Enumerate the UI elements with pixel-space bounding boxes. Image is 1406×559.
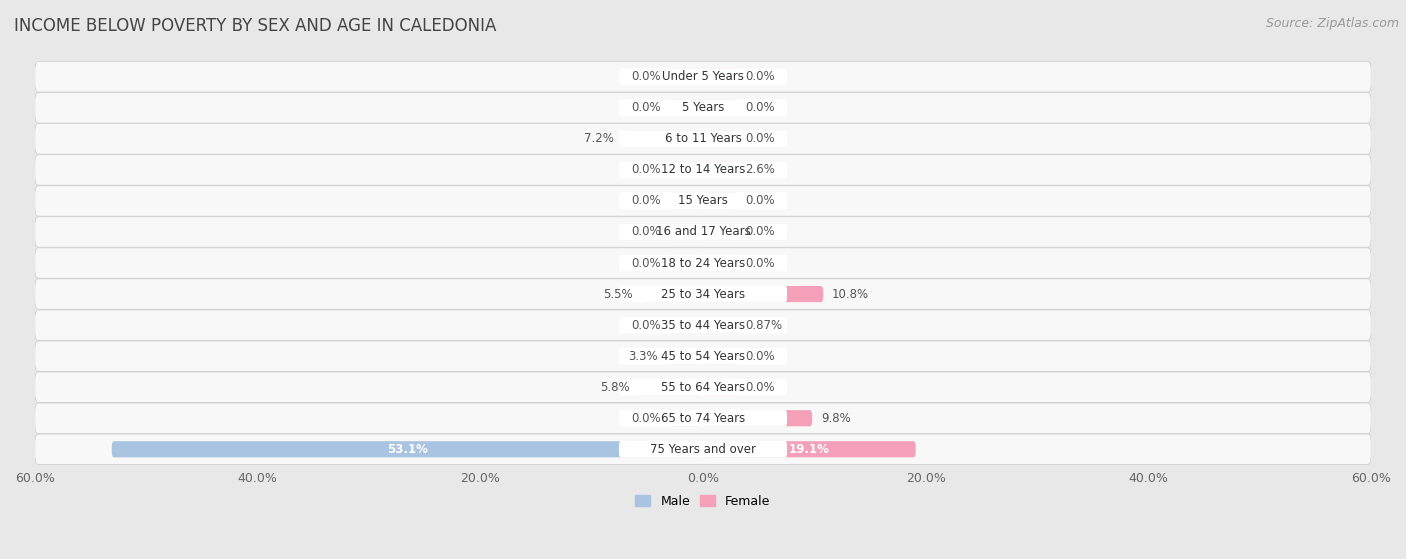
- Text: 65 to 74 Years: 65 to 74 Years: [661, 412, 745, 425]
- FancyBboxPatch shape: [35, 155, 1371, 185]
- FancyBboxPatch shape: [35, 217, 1371, 247]
- Text: 2.6%: 2.6%: [745, 163, 775, 177]
- Text: 0.0%: 0.0%: [631, 319, 661, 331]
- FancyBboxPatch shape: [35, 279, 1371, 309]
- Text: 10.8%: 10.8%: [832, 287, 869, 301]
- FancyBboxPatch shape: [703, 193, 737, 209]
- FancyBboxPatch shape: [619, 317, 787, 334]
- FancyBboxPatch shape: [619, 286, 787, 302]
- Text: 35 to 44 Years: 35 to 44 Years: [661, 319, 745, 331]
- FancyBboxPatch shape: [703, 317, 737, 333]
- Text: 16 and 17 Years: 16 and 17 Years: [655, 225, 751, 239]
- FancyBboxPatch shape: [35, 61, 1371, 92]
- Text: INCOME BELOW POVERTY BY SEX AND AGE IN CALEDONIA: INCOME BELOW POVERTY BY SEX AND AGE IN C…: [14, 17, 496, 35]
- FancyBboxPatch shape: [623, 131, 703, 147]
- FancyBboxPatch shape: [703, 379, 737, 395]
- Text: 6 to 11 Years: 6 to 11 Years: [665, 132, 741, 145]
- Text: 0.0%: 0.0%: [745, 349, 775, 363]
- FancyBboxPatch shape: [619, 224, 787, 240]
- FancyBboxPatch shape: [703, 100, 737, 116]
- Text: 5.8%: 5.8%: [600, 381, 630, 394]
- Text: 5 Years: 5 Years: [682, 101, 724, 115]
- FancyBboxPatch shape: [619, 100, 787, 116]
- FancyBboxPatch shape: [35, 93, 1371, 123]
- FancyBboxPatch shape: [703, 286, 824, 302]
- Text: 0.87%: 0.87%: [745, 319, 782, 331]
- FancyBboxPatch shape: [703, 410, 813, 427]
- FancyBboxPatch shape: [703, 441, 915, 457]
- Text: 0.0%: 0.0%: [631, 101, 661, 115]
- Text: 18 to 24 Years: 18 to 24 Years: [661, 257, 745, 269]
- FancyBboxPatch shape: [669, 317, 703, 333]
- Text: 15 Years: 15 Years: [678, 195, 728, 207]
- FancyBboxPatch shape: [669, 162, 703, 178]
- FancyBboxPatch shape: [638, 379, 703, 395]
- Text: 0.0%: 0.0%: [631, 257, 661, 269]
- FancyBboxPatch shape: [669, 410, 703, 427]
- Text: 0.0%: 0.0%: [745, 257, 775, 269]
- FancyBboxPatch shape: [669, 224, 703, 240]
- FancyBboxPatch shape: [619, 68, 787, 85]
- Text: 0.0%: 0.0%: [631, 412, 661, 425]
- FancyBboxPatch shape: [703, 69, 737, 85]
- Text: 19.1%: 19.1%: [789, 443, 830, 456]
- FancyBboxPatch shape: [669, 193, 703, 209]
- FancyBboxPatch shape: [35, 310, 1371, 340]
- FancyBboxPatch shape: [35, 186, 1371, 216]
- FancyBboxPatch shape: [111, 441, 703, 457]
- Text: 25 to 34 Years: 25 to 34 Years: [661, 287, 745, 301]
- FancyBboxPatch shape: [669, 100, 703, 116]
- FancyBboxPatch shape: [666, 348, 703, 364]
- Text: 0.0%: 0.0%: [745, 381, 775, 394]
- Text: 0.0%: 0.0%: [745, 101, 775, 115]
- Text: 45 to 54 Years: 45 to 54 Years: [661, 349, 745, 363]
- Text: 0.0%: 0.0%: [745, 70, 775, 83]
- Text: 55 to 64 Years: 55 to 64 Years: [661, 381, 745, 394]
- FancyBboxPatch shape: [35, 434, 1371, 465]
- Text: 0.0%: 0.0%: [745, 195, 775, 207]
- FancyBboxPatch shape: [619, 379, 787, 396]
- FancyBboxPatch shape: [703, 131, 737, 147]
- FancyBboxPatch shape: [619, 441, 787, 458]
- Text: 3.3%: 3.3%: [627, 349, 658, 363]
- Text: 5.5%: 5.5%: [603, 287, 633, 301]
- FancyBboxPatch shape: [35, 403, 1371, 433]
- FancyBboxPatch shape: [619, 255, 787, 272]
- FancyBboxPatch shape: [703, 224, 737, 240]
- FancyBboxPatch shape: [619, 192, 787, 209]
- FancyBboxPatch shape: [619, 130, 787, 147]
- Text: 0.0%: 0.0%: [631, 70, 661, 83]
- Text: 75 Years and over: 75 Years and over: [650, 443, 756, 456]
- Text: 53.1%: 53.1%: [387, 443, 427, 456]
- FancyBboxPatch shape: [669, 69, 703, 85]
- FancyBboxPatch shape: [35, 248, 1371, 278]
- Text: 0.0%: 0.0%: [745, 225, 775, 239]
- FancyBboxPatch shape: [619, 410, 787, 427]
- FancyBboxPatch shape: [703, 162, 737, 178]
- FancyBboxPatch shape: [703, 255, 737, 271]
- Text: Source: ZipAtlas.com: Source: ZipAtlas.com: [1265, 17, 1399, 30]
- FancyBboxPatch shape: [669, 255, 703, 271]
- FancyBboxPatch shape: [35, 341, 1371, 371]
- FancyBboxPatch shape: [619, 162, 787, 178]
- FancyBboxPatch shape: [619, 348, 787, 364]
- FancyBboxPatch shape: [641, 286, 703, 302]
- FancyBboxPatch shape: [35, 124, 1371, 154]
- Text: Under 5 Years: Under 5 Years: [662, 70, 744, 83]
- FancyBboxPatch shape: [35, 372, 1371, 402]
- Text: 0.0%: 0.0%: [631, 163, 661, 177]
- Text: 0.0%: 0.0%: [631, 225, 661, 239]
- Text: 9.8%: 9.8%: [821, 412, 851, 425]
- Text: 12 to 14 Years: 12 to 14 Years: [661, 163, 745, 177]
- FancyBboxPatch shape: [703, 348, 737, 364]
- Text: 0.0%: 0.0%: [745, 132, 775, 145]
- Text: 0.0%: 0.0%: [631, 195, 661, 207]
- Text: 7.2%: 7.2%: [583, 132, 614, 145]
- Legend: Male, Female: Male, Female: [630, 490, 776, 513]
